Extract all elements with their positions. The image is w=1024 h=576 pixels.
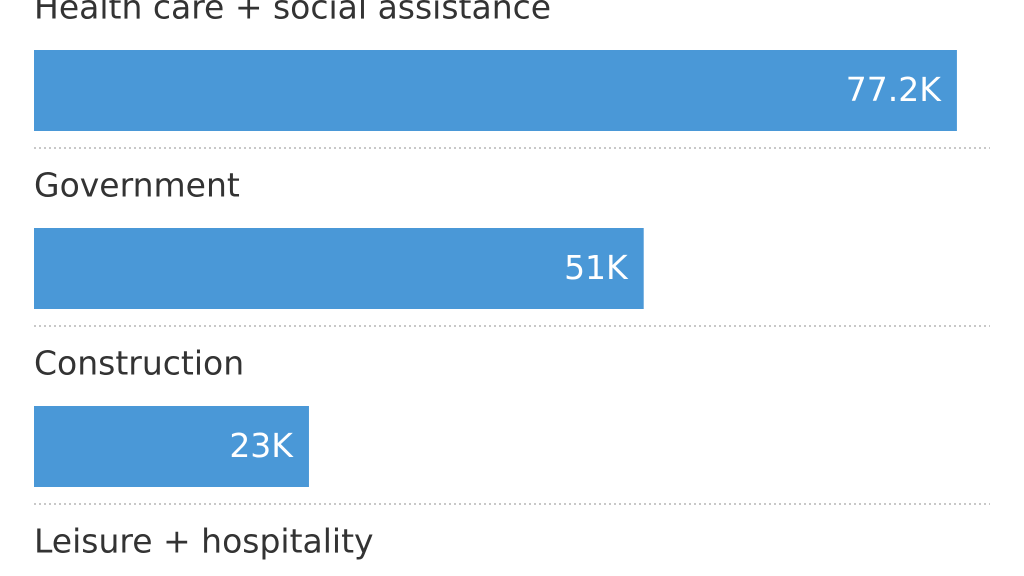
category-label: Government	[34, 166, 240, 205]
category-label: Health care + social assistance	[34, 0, 551, 27]
bar	[34, 228, 644, 309]
value-label: 23K	[229, 426, 294, 465]
bar	[34, 406, 309, 487]
bar	[34, 50, 957, 131]
value-label: 77.2K	[846, 70, 942, 109]
category-label: Leisure + hospitality	[34, 522, 374, 561]
value-label: 51K	[564, 248, 629, 287]
category-label: Construction	[34, 344, 244, 383]
